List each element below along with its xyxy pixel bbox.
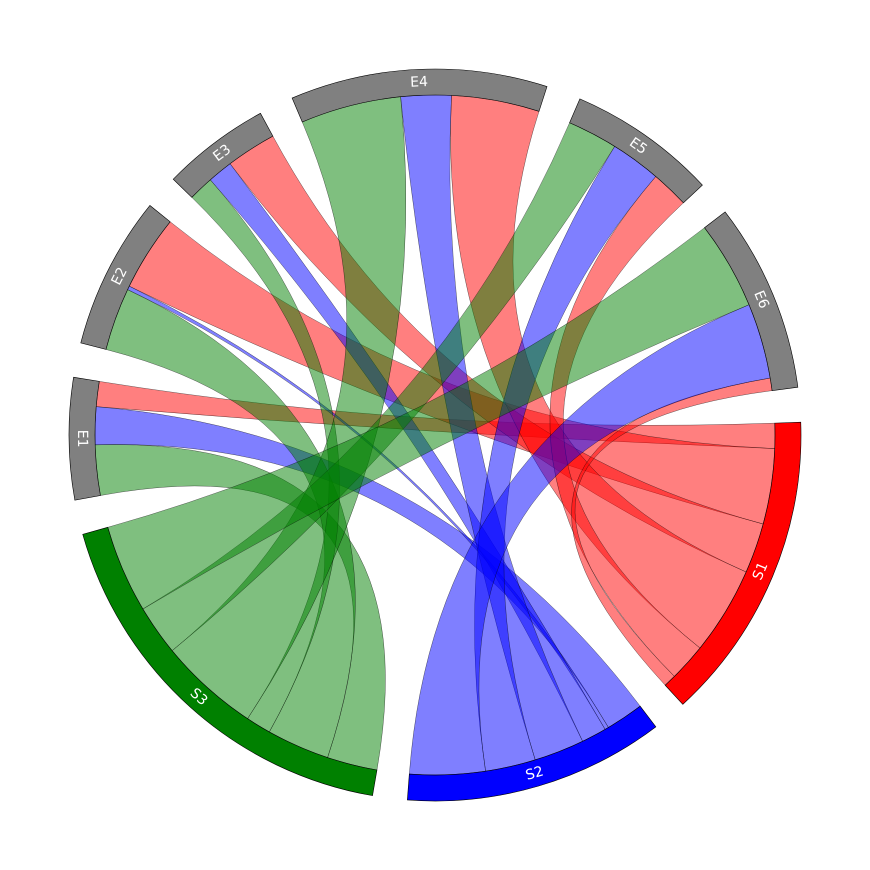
label-s1: S1 <box>750 560 772 583</box>
arc-e6 <box>704 211 799 391</box>
arc-e3 <box>172 112 274 198</box>
arc-e5 <box>569 98 703 204</box>
ribbon-layer <box>94 94 776 776</box>
arc-s3 <box>82 526 378 796</box>
label-e4: E4 <box>410 74 429 91</box>
arc-e1 <box>68 376 101 501</box>
label-e6: E6 <box>750 288 772 311</box>
arc-s2 <box>407 705 657 802</box>
arc-layer <box>68 68 802 802</box>
arc-e4 <box>291 68 548 123</box>
label-e1: E1 <box>74 430 90 448</box>
arc-e2 <box>80 205 171 350</box>
arc-s1 <box>664 421 802 705</box>
label-s2: S2 <box>524 763 546 783</box>
label-e2: E2 <box>109 265 131 288</box>
